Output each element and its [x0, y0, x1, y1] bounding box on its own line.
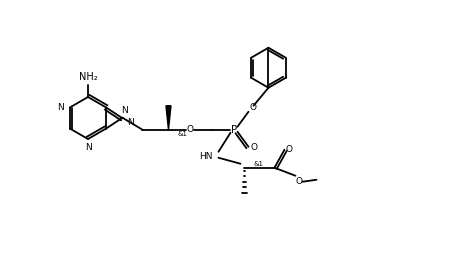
Text: N: N [85, 143, 91, 152]
Text: O: O [296, 177, 303, 186]
Text: P: P [231, 125, 237, 135]
Text: N: N [57, 103, 64, 112]
Text: N: N [121, 106, 128, 115]
Text: HN: HN [199, 152, 213, 161]
Polygon shape [166, 106, 171, 130]
Text: O: O [187, 125, 194, 134]
Text: O: O [286, 145, 293, 154]
Text: O: O [250, 103, 257, 112]
Text: NH₂: NH₂ [79, 72, 97, 82]
Text: &1: &1 [254, 161, 263, 167]
Text: &1: &1 [177, 131, 188, 137]
Text: N: N [127, 118, 134, 127]
Text: O: O [251, 143, 258, 152]
